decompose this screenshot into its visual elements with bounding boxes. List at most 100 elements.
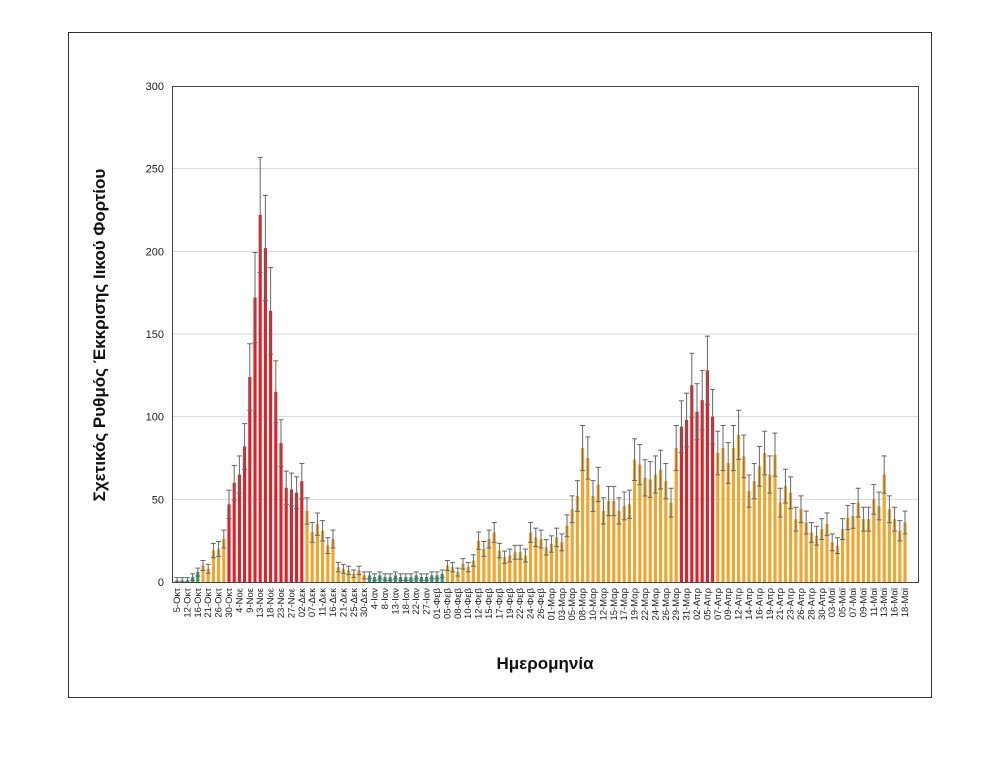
error-bar (335, 561, 341, 573)
bar (653, 474, 657, 582)
error-bar (886, 495, 892, 524)
bar (711, 416, 715, 582)
error-bar (580, 425, 586, 472)
error-bar (694, 383, 700, 441)
bar (752, 481, 756, 582)
x-tick-label: 14-Απρ (744, 587, 755, 620)
bar (284, 487, 288, 582)
error-bar (517, 544, 523, 560)
bar (773, 454, 777, 582)
error-bar (606, 485, 612, 517)
x-tick-label: 19-Φεβ (505, 587, 516, 619)
bar (861, 519, 865, 582)
error-bar (902, 510, 908, 535)
bar (643, 477, 647, 582)
bar (778, 502, 782, 582)
x-tick-label: 15-Φεβ (484, 587, 495, 619)
plot-area (172, 86, 919, 583)
x-tick-label: 28-Απρ (806, 587, 817, 620)
error-bar (658, 449, 664, 490)
x-tick-label: 01-Φεβ (432, 587, 443, 619)
bar (326, 545, 330, 582)
bar (570, 509, 574, 582)
x-tick-label: 26-Οκτ (214, 588, 225, 618)
error-bar (377, 571, 383, 580)
error-bar (533, 527, 539, 548)
x-tick-label: 8-Ιαν (380, 588, 391, 610)
error-bar (845, 504, 851, 531)
bar (456, 572, 460, 582)
x-tick-label: 08-Φεβ (453, 587, 464, 619)
error-bar (247, 343, 253, 411)
x-tick-label: 29-Μαρ (671, 587, 682, 620)
x-tick-label: 03-Μαρ (557, 587, 568, 620)
bar (461, 563, 465, 582)
error-bar (834, 537, 840, 555)
error-bar (403, 573, 409, 581)
bar (742, 456, 746, 582)
error-bar (387, 573, 393, 581)
x-tick-label: 30-Δεκ (359, 588, 370, 617)
bar (747, 491, 751, 582)
error-bar (559, 533, 565, 552)
bar (451, 567, 455, 582)
bar (243, 446, 247, 582)
error-bar (470, 554, 476, 567)
error-bar (788, 476, 794, 510)
x-tick-label: 19-Απρ (765, 587, 776, 620)
bar (487, 539, 491, 582)
bar (809, 532, 813, 582)
error-bar (481, 540, 487, 557)
x-tick-label: 18-Ιαν (401, 588, 412, 615)
y-tick-label: 150 (146, 329, 164, 341)
error-bar (829, 533, 835, 552)
bar (258, 214, 262, 582)
x-tick-label: 21-Απρ (775, 587, 786, 620)
x-tick-label: 16-Απρ (754, 587, 765, 620)
x-tick-label: 12-Οκτ (182, 588, 193, 618)
error-bar (621, 491, 627, 521)
error-bar (366, 571, 372, 580)
error-bar (590, 480, 596, 512)
error-bar (330, 529, 336, 549)
error-bar (652, 455, 658, 494)
error-bar (460, 558, 466, 570)
bar (659, 469, 663, 582)
error-bar (782, 468, 788, 504)
error-bar (361, 571, 367, 580)
x-tick-label: 21-Δεκ (338, 588, 349, 617)
bar (237, 474, 241, 582)
error-bar (528, 521, 534, 543)
error-bar (351, 569, 357, 578)
error-bar (892, 506, 898, 532)
bar (612, 500, 616, 582)
error-bar (486, 529, 492, 549)
error-bar (720, 425, 726, 472)
bar (497, 550, 501, 582)
bar (716, 453, 720, 582)
y-tick-label: 200 (146, 246, 164, 258)
bar (856, 502, 860, 582)
bar (841, 529, 845, 582)
x-tick-label: 03-Μαϊ (827, 587, 838, 617)
bar (534, 537, 538, 582)
bar (903, 522, 907, 582)
bar (867, 519, 871, 582)
error-bar (616, 497, 622, 525)
error-bar (725, 442, 731, 484)
error-bar (382, 573, 388, 581)
bar (508, 555, 512, 582)
bar (315, 524, 319, 582)
error-bar (824, 512, 830, 536)
error-bar (798, 495, 804, 524)
bar (539, 539, 543, 582)
bar (321, 530, 325, 582)
error-bar (866, 506, 872, 532)
error-bar (476, 531, 482, 550)
error-bar (704, 335, 710, 406)
bar (263, 248, 267, 582)
error-bar (242, 423, 248, 470)
x-tick-label: 24-Φεβ (526, 587, 537, 619)
x-axis-title: Ημερομηνία (496, 654, 594, 673)
error-bar (538, 529, 544, 549)
